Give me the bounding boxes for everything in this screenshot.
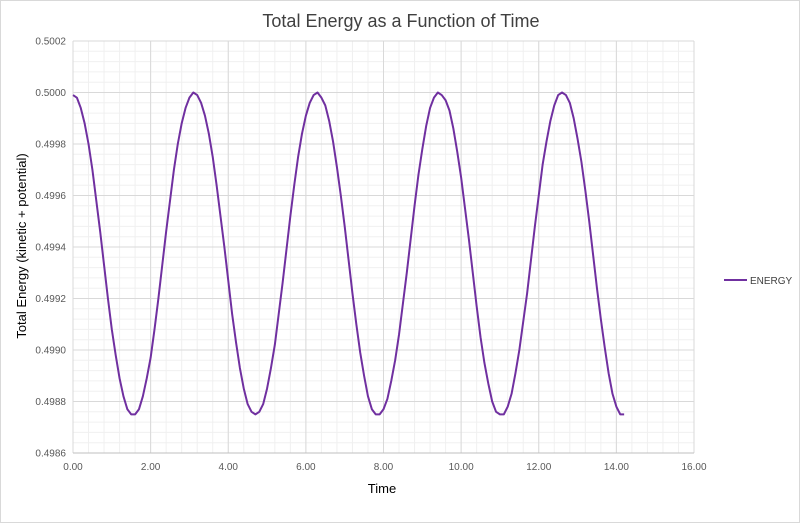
x-tick-label: 0.00: [63, 462, 83, 473]
x-axis-title: Time: [368, 481, 396, 496]
y-tick-labels: 0.4986 0.4988 0.4990 0.4992 0.4994 0.4996 0.49…: [35, 37, 66, 460]
chart-title: Total Energy as a Function of Time: [262, 11, 539, 31]
gridlines: [72, 40, 695, 454]
y-tick-label: 0.4988: [35, 397, 66, 408]
y-tick-label: 0.4986: [35, 449, 66, 460]
y-tick-label: 0.4996: [35, 191, 66, 202]
x-tick-label: 10.00: [449, 462, 474, 473]
x-tick-label: 8.00: [374, 462, 394, 473]
y-tick-label: 0.5000: [35, 88, 66, 99]
x-tick-labels: 0.00 2.00 4.00 6.00 8.00 10.00 12.00 14.00 16.00: [63, 462, 707, 473]
x-tick-label: 2.00: [141, 462, 161, 473]
y-axis-title: Total Energy (kinetic + potential): [14, 153, 29, 338]
y-tick-label: 0.4990: [35, 346, 66, 357]
x-tick-label: 16.00: [681, 462, 706, 473]
y-tick-label: 0.4992: [35, 294, 66, 305]
x-tick-label: 4.00: [219, 462, 239, 473]
series-line-energy: [72, 91, 625, 416]
x-tick-label: 14.00: [604, 462, 629, 473]
y-tick-label: 0.5002: [35, 37, 66, 48]
x-tick-label: 12.00: [526, 462, 551, 473]
legend: ENERGY: [724, 276, 793, 287]
y-tick-label: 0.4998: [35, 140, 66, 151]
legend-label-energy: ENERGY: [750, 276, 793, 287]
y-tick-label: 0.4994: [35, 243, 66, 254]
x-tick-label: 6.00: [296, 462, 316, 473]
series-group: [72, 91, 625, 416]
